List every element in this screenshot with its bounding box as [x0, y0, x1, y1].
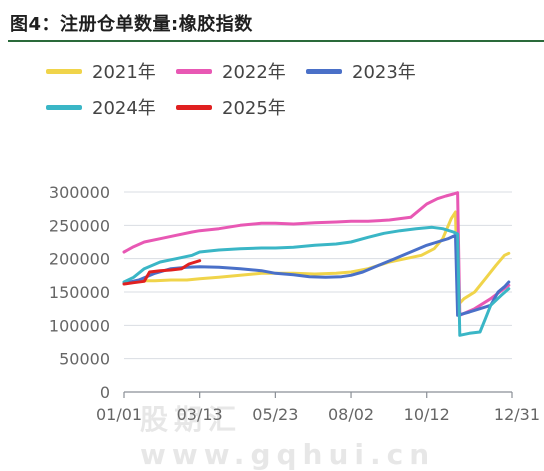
legend-label: 2025年	[222, 98, 286, 119]
legend-label: 2024年	[92, 98, 156, 119]
y-tick-label: 300000	[49, 183, 110, 202]
legend-item: 2024年	[46, 94, 156, 120]
watermark-text: 股期汇 www.gqhui.cn	[140, 403, 436, 471]
series-line-2023年	[122, 233, 511, 317]
axis-layer	[123, 391, 513, 398]
series-line-2022年	[122, 191, 511, 317]
y-tick-label: 200000	[49, 250, 110, 269]
y-tick-label: 250000	[49, 216, 110, 235]
legend-swatch	[46, 104, 82, 110]
x-tick-label: 12/31	[494, 405, 540, 424]
y-tick-label: 50000	[59, 350, 110, 369]
legend-label: 2021年	[92, 62, 156, 83]
label-layer: 0 50000 100000 150000 200000 250000 300000 01/0…	[49, 183, 540, 424]
legend-label: 2023年	[352, 62, 416, 83]
figure-title: 图4：注册仓单数量:橡胶指数	[10, 14, 253, 35]
x-tick-label: 10/12	[404, 405, 450, 424]
legend-swatch	[306, 68, 342, 74]
y-tick-label: 0	[100, 383, 110, 402]
x-tick-label: 05/23	[252, 405, 298, 424]
legend-item: 2021年	[46, 58, 156, 84]
legend-label: 2022年	[222, 62, 286, 83]
y-tick-label: 150000	[49, 283, 110, 302]
y-tick-label: 100000	[49, 316, 110, 335]
x-tick-label: 03/13	[177, 405, 223, 424]
legend-swatch	[176, 104, 212, 110]
x-tick-label: 08/02	[328, 405, 374, 424]
legend-swatch	[46, 68, 82, 74]
chart-plot: 0 50000 100000 150000 200000 250000 300000 01/0…	[49, 183, 540, 424]
title-rule	[8, 40, 544, 42]
x-tick-label: 01/01	[96, 405, 142, 424]
legend-item: 2023年	[306, 58, 416, 84]
series-line-2021年	[122, 210, 511, 307]
series-layer	[122, 191, 511, 337]
legend-swatch	[176, 68, 212, 74]
legend-item: 2025年	[176, 94, 286, 120]
series-line-2025年	[122, 259, 202, 286]
series-line-2024年	[122, 225, 511, 337]
legend-item: 2022年	[176, 58, 286, 84]
